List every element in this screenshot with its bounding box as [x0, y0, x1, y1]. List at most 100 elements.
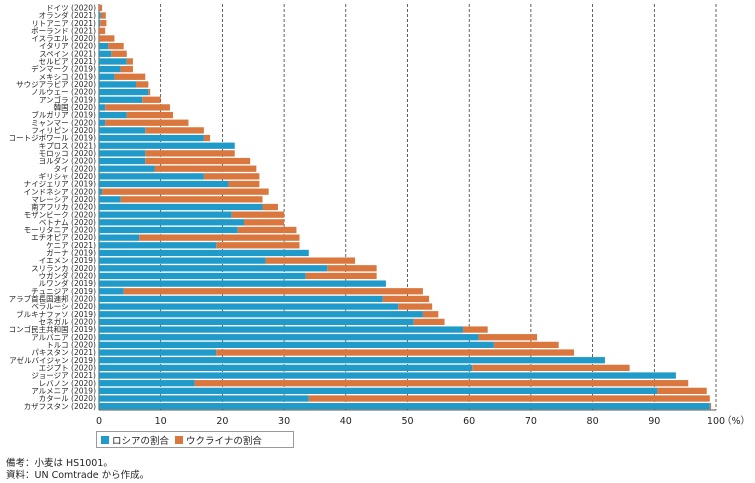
bar-russia-share: [99, 203, 263, 211]
country-label: モーリタニア (2020): [24, 226, 96, 235]
x-tick-label: 80: [587, 416, 599, 427]
country-label: アゼルバイジャン (2019): [9, 355, 96, 365]
bar-russia-share: [99, 96, 143, 103]
bar-russia-share: [99, 219, 244, 226]
country-label: サウジアラビア (2020): [16, 80, 96, 89]
country-label: キプロス (2021): [39, 141, 96, 150]
bar-ukraine-share: [139, 234, 300, 241]
footnotes: 備考：小麦は HS1001。 資料：UN Comtrade から作成。: [6, 458, 149, 482]
bar-russia-share: [99, 127, 146, 134]
bar-ukraine-share: [243, 219, 285, 226]
country-label: カザフスタン (2020): [24, 402, 96, 411]
bar-russia-share: [99, 73, 115, 80]
country-label: セルビア (2021): [39, 57, 96, 66]
footnote-note: 備考：小麦は HS1001。: [6, 458, 113, 469]
bar-ukraine-share: [126, 58, 133, 65]
country-label: カタール (2020): [39, 394, 96, 403]
country-label: トルコ (2020): [46, 340, 96, 349]
bar-ukraine-share: [203, 173, 260, 180]
bar-russia-share: [99, 88, 149, 96]
bar-russia-share: [99, 387, 658, 394]
x-axis-ticks: 0 10 20 30 40 50 60 70 80 90 100: [96, 416, 725, 427]
country-label: ガーナ (2019): [46, 248, 96, 258]
country-label: モザンビーク (2020): [24, 210, 96, 219]
country-label: ベトナム (2020): [39, 218, 96, 227]
bar-russia-share: [99, 334, 479, 341]
x-tick-label: 0: [96, 416, 102, 427]
bar-ukraine-share: [142, 96, 161, 103]
bar-ukraine-share: [145, 150, 235, 157]
bar-ukraine-share: [228, 180, 260, 188]
country-label: ブルキナファソ (2019): [16, 309, 96, 319]
bar-russia-share: [99, 303, 399, 310]
bar-russia-share: [99, 318, 414, 326]
bar-russia-share: [99, 403, 710, 410]
bar-ukraine-share: [327, 265, 377, 272]
bar-ukraine-share: [154, 165, 257, 172]
country-label: ベラルーシ (2020): [31, 302, 96, 311]
country-label: ジョージア (2021): [31, 371, 96, 380]
bar-russia-share: [99, 280, 386, 287]
bar-russia-share: [99, 12, 101, 19]
x-tick-label: 70: [525, 416, 537, 427]
bar-russia-share: [99, 180, 229, 188]
bar-ukraine-share: [120, 196, 263, 203]
bar-ukraine-share: [216, 242, 300, 249]
bar-ukraine-share: [102, 188, 269, 195]
bar-ukraine-share: [472, 364, 630, 372]
country-label: モロッコ (2020): [39, 149, 96, 158]
country-label: コートジボワール (2019): [9, 134, 96, 143]
bar-ukraine-share: [99, 4, 103, 11]
bar-russia-share: [99, 326, 464, 333]
bar-russia-share: [99, 288, 124, 295]
bar-ukraine-share: [478, 334, 538, 341]
bar-russia-share: [99, 349, 217, 356]
bar-russia-share: [99, 341, 494, 349]
bar-ukraine-share: [126, 111, 174, 119]
bar-ukraine-share: [216, 349, 575, 356]
country-label: エジプト (2020): [39, 363, 96, 372]
bar-russia-share: [99, 65, 121, 73]
bar-ukraine-share: [148, 88, 151, 96]
country-label: ヨルダン (2020): [39, 156, 96, 166]
x-tick-label: 40: [340, 416, 352, 427]
bar-ukraine-share: [382, 295, 430, 303]
bar-russia-share: [99, 226, 238, 234]
bar-ukraine-share: [413, 318, 445, 326]
bar-russia-share: [99, 104, 106, 111]
bar-ukraine-share: [493, 341, 559, 349]
bar-ukraine-share: [105, 119, 189, 126]
country-label: アルバニア (2020): [31, 333, 96, 342]
country-label: オランダ (2021): [39, 10, 96, 20]
country-label: スペイン (2021): [39, 49, 96, 58]
bar-russia-share: [99, 380, 195, 387]
country-label: インドネシア (2020): [24, 187, 96, 196]
bar-ukraine-share: [108, 42, 124, 50]
x-tick-label: 50: [401, 416, 413, 427]
country-label: チュニジア (2019): [31, 287, 96, 296]
country-label: ルワンダ (2019): [39, 278, 96, 288]
bar-ukraine-share: [265, 257, 356, 264]
bar-russia-share: [99, 364, 473, 372]
bar-russia-share: [99, 50, 112, 57]
country-label: コンゴ民主共和国 (2019): [9, 324, 96, 334]
bar-russia-share: [99, 111, 127, 119]
bar-russia-share: [99, 272, 306, 280]
bar-russia-share: [99, 119, 106, 126]
bar-russia-share: [99, 142, 235, 149]
bar-ukraine-share: [111, 50, 127, 57]
country-label: エチオピア (2020): [31, 233, 96, 242]
bar-russia-share: [99, 257, 266, 264]
bar-ukraine-share: [422, 311, 439, 318]
country-label: イタリア (2020): [39, 42, 96, 51]
legend-swatch-russia: [101, 435, 109, 444]
country-label: アラブ首長国連邦 (2020): [9, 294, 96, 304]
bar-ukraine-share: [100, 20, 107, 27]
bar-russia-share: [99, 20, 101, 27]
bar-russia-share: [99, 81, 137, 88]
bar-russia-share: [99, 150, 146, 157]
bar-russia-share: [99, 134, 204, 142]
country-label: 韓国 (2020): [54, 102, 96, 112]
country-label: ドイツ (2020): [46, 3, 96, 12]
legend-swatch-ukraine: [175, 435, 184, 444]
